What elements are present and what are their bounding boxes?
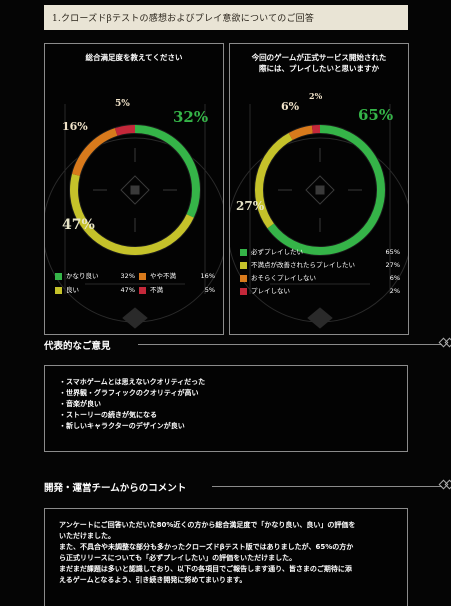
left-label-somewhat-dissatisfied: 16% (62, 120, 88, 133)
left-donut-chart (69, 124, 201, 256)
left-legend-item: やや不満 16% (139, 271, 215, 281)
right-label-will-not-play: 2% (309, 91, 323, 101)
legend-label: 不満点が改善されたらプレイしたい (251, 261, 355, 269)
legend-label: かなり良い (66, 272, 99, 280)
play-intent-chart-panel: 今回のゲームが正式サービス開始された 際には、プレイしたいと思いますか 65% … (229, 43, 409, 335)
right-label-definitely-play: 65% (358, 106, 394, 124)
left-label-very-good: 32% (173, 108, 209, 126)
left-donut-segments (69, 124, 201, 256)
left-legend-item: 良い 47% (55, 285, 135, 295)
comment-box: アンケートにご回答いただいた80%近くの方から総合満足度で「かなり良い、良い」の… (44, 508, 408, 606)
comment-line: いただけました。 (59, 532, 115, 540)
right-label-probably-not: 6% (281, 100, 300, 113)
opinions-section-header: 代表的なご意見 (44, 336, 451, 352)
opinion-item: ・スマホゲームとは思えないクオリティだった (59, 378, 206, 386)
legend-label: おそらくプレイしない (251, 274, 316, 282)
opinion-item: ・音楽が良い (59, 400, 101, 408)
opinion-item: ・世界観・グラフィックのクオリティが高い (59, 389, 199, 397)
panel-decoration (45, 104, 223, 329)
left-label-dissatisfied: 5% (115, 99, 130, 109)
legend-label: 必ずプレイしたい (251, 248, 303, 256)
donut-slice (134, 125, 200, 218)
donut-slice (288, 125, 314, 141)
legend-swatch (139, 272, 146, 280)
opinion-item: ・ストーリーの続きが気になる (59, 411, 157, 419)
right-donut-chart (254, 124, 386, 256)
donut-slice (267, 125, 385, 255)
comment-line: えるゲームとなるよう、引き続き開発に努めてまいります。 (59, 576, 247, 584)
left-legend-item: 不満 5% (139, 285, 215, 295)
donut-slice (70, 173, 194, 255)
legend-label: 不満 (150, 286, 163, 294)
left-chart-title-line: 総合満足度を教えてください (85, 53, 183, 62)
legend-value: 16% (200, 272, 215, 280)
opinions-box: ・スマホゲームとは思えないクオリティだった ・世界観・グラフィックのクオリティが… (44, 365, 408, 452)
divider (138, 344, 442, 345)
right-chart-title-line: 際には、プレイしたいと思いますか (259, 64, 379, 73)
legend-value: 2% (389, 287, 400, 295)
legend-value: 27% (385, 261, 400, 269)
legend-value: 32% (120, 272, 135, 280)
legend-label: 良い (66, 286, 79, 294)
right-label-play-if-improved: 27% (236, 199, 265, 213)
divider (212, 486, 442, 487)
legend-value: 47% (120, 286, 135, 294)
legend-value: 5% (204, 286, 215, 294)
right-legend-item: おそらくプレイしない 6% (240, 273, 400, 283)
comment-heading: 開発・運営チームからのコメント (44, 483, 187, 494)
comment-section-header: 開発・運営チームからのコメント (44, 478, 451, 494)
legend-value: 6% (389, 274, 400, 282)
legend-swatch (240, 287, 247, 295)
left-label-good: 47% (62, 217, 95, 233)
legend-swatch (55, 286, 62, 294)
donut-slice (255, 133, 293, 229)
right-legend-item: 不満点が改善されたらプレイしたい 27% (240, 260, 400, 270)
legend-label: プレイしない (251, 287, 290, 295)
comment-line: アンケートにご回答いただいた80%近くの方から総合満足度で「かなり良い、良い」の… (59, 521, 356, 529)
left-chart-title: 総合満足度を教えてください (45, 52, 223, 63)
right-chart-title-line: 今回のゲームが正式サービス開始された (251, 53, 387, 62)
legend-swatch (240, 248, 247, 256)
right-chart-title: 今回のゲームが正式サービス開始された 際には、プレイしたいと思いますか (230, 52, 408, 74)
legend-swatch (240, 274, 247, 282)
opinions-heading: 代表的なご意見 (44, 341, 111, 352)
comment-line: ら正式リリースについても「必ずプレイしたい」の評価をいただけました。 (59, 554, 297, 562)
legend-swatch (240, 261, 247, 269)
comment-line: また、不具合や未調整な部分も多かったクローズドβテスト版ではありましたが、65%… (59, 543, 354, 551)
panel-decoration (230, 104, 408, 329)
section-title: 1.クローズドβテストの感想およびプレイ意欲についてのご回答 (44, 5, 408, 30)
legend-swatch (139, 286, 146, 294)
donut-slice (72, 128, 118, 176)
left-legend-item: かなり良い 32% (55, 271, 135, 281)
opinion-item: ・新しいキャラクターのデザインが良い (59, 422, 185, 430)
right-legend-item: 必ずプレイしたい 65% (240, 247, 400, 257)
right-legend-item: プレイしない 2% (240, 286, 400, 296)
legend-value: 65% (385, 248, 400, 256)
legend-swatch (55, 272, 62, 280)
legend-label: やや不満 (150, 272, 176, 280)
right-donut-segments (254, 124, 386, 256)
comment-line: まだまだ課題は多いと認識しており、以下の各項目でご報告します通り、皆さまのご期待… (59, 565, 352, 573)
satisfaction-chart-panel: 総合満足度を教えてください 32% 47% 16% 5% かなり良い 32% やや… (44, 43, 224, 335)
donut-slice (114, 125, 136, 136)
